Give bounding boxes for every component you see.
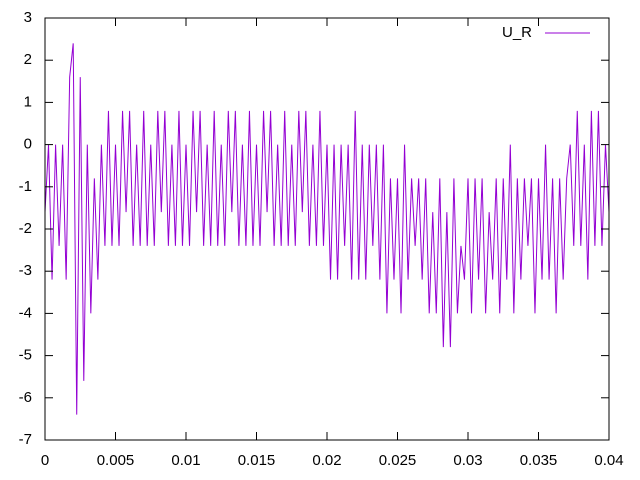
y-tick-label: -3 [19, 262, 32, 279]
x-tick-label: 0.015 [238, 452, 276, 469]
x-tick-label: 0.005 [97, 452, 135, 469]
data-line [44, 43, 610, 415]
y-tick-label: 3 [24, 9, 32, 26]
y-tick-label: -7 [19, 431, 32, 448]
x-tick-label: 0.02 [312, 452, 341, 469]
y-tick-label: 0 [24, 136, 32, 153]
y-tick-label: 1 [24, 93, 32, 110]
y-tick-label: 2 [24, 51, 32, 68]
x-tick-label: 0 [41, 452, 49, 469]
x-tick-label: 0.03 [453, 452, 482, 469]
x-tick-label: 0.025 [379, 452, 417, 469]
y-tick-label: -1 [19, 178, 32, 195]
x-tick-label: 0.01 [171, 452, 200, 469]
x-tick-label: 0.035 [520, 452, 558, 469]
y-tick-label: -6 [19, 389, 32, 406]
y-tick-label: -5 [19, 347, 32, 364]
y-tick-label: -4 [19, 304, 32, 321]
y-tick-label: -2 [19, 220, 32, 237]
plot-border [44, 17, 610, 441]
x-tick-label: 0.04 [594, 452, 623, 469]
legend-label: U_R [502, 24, 532, 41]
